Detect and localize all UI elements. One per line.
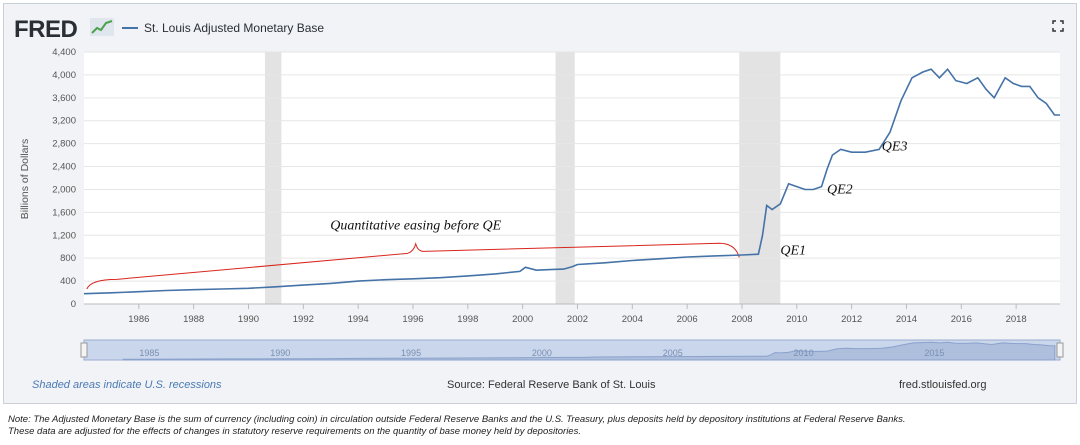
navigator-handle-left[interactable]: [80, 342, 88, 358]
fred-logo[interactable]: FRED: [14, 16, 78, 43]
navigator-label: 2000: [532, 348, 552, 358]
x-tick-label: 2014: [896, 314, 917, 325]
navigator-label: 2015: [924, 348, 944, 358]
recession-band-0: [264, 52, 282, 304]
y-tick-label: 4,400: [52, 47, 76, 58]
annotations: Quantitative easing before QE QE1 QE2 QE3: [330, 140, 907, 259]
footnote-line-1: Note: The Adjusted Monetary Base is the …: [8, 414, 906, 425]
y-tick-label: 2,400: [52, 162, 76, 173]
footnote: Note: The Adjusted Monetary Base is the …: [8, 414, 1074, 438]
y-tick-label: 800: [60, 253, 76, 264]
legend[interactable]: St. Louis Adjusted Monetary Base: [122, 21, 324, 35]
range-navigator[interactable]: 1985 1990 1995 2000 2005 2010 2015: [80, 339, 1064, 361]
chart-frame: FRED St. Louis Adjusted Monetary Base 0 4…: [3, 3, 1077, 404]
series-line-monetary-base[interactable]: [83, 67, 1060, 295]
y-tick-label: 2,000: [52, 184, 76, 195]
annotation-3: QE3: [882, 140, 908, 155]
y-axis: 0 400 800 1,200 1,600 2,000 2,400 2,800 3,200 3,6…: [52, 47, 76, 310]
x-tick-label: 2004: [622, 314, 643, 325]
x-tick-label: 2008: [731, 314, 752, 325]
annotation-bracket: [86, 241, 740, 290]
x-tick-label: 1986: [128, 314, 149, 325]
annotation-2: QE2: [827, 182, 853, 197]
navigator-label: 2005: [663, 348, 683, 358]
grid-lines: [84, 51, 1060, 305]
y-tick-label: 4,000: [52, 70, 76, 81]
x-tick-label: 2002: [567, 314, 588, 325]
y-tick-label: 2,800: [52, 139, 76, 150]
y-axis-label: Billions of Dollars: [19, 139, 31, 220]
chart-header: FRED St. Louis Adjusted Monetary Base: [4, 4, 1076, 48]
y-tick-label: 400: [60, 276, 76, 287]
fred-chart-icon: [90, 18, 114, 36]
navigator-area: [122, 341, 1056, 361]
recession-note: Shaded areas indicate U.S. recessions: [32, 379, 222, 391]
x-tick-label: 2018: [1006, 314, 1027, 325]
y-tick-label: 1,600: [52, 207, 76, 218]
legend-swatch: [122, 27, 138, 29]
navigator-handle-right[interactable]: [1056, 342, 1064, 358]
y-tick-label: 0: [71, 299, 76, 310]
navigator-label: 2010: [794, 348, 814, 358]
annotation-0: Quantitative easing before QE: [330, 219, 501, 234]
x-tick-label: 1990: [238, 314, 259, 325]
footnote-line-2: These data are adjusted for the effects …: [8, 426, 581, 437]
y-tick-label: 3,600: [52, 93, 76, 104]
annotation-1: QE1: [780, 244, 806, 259]
x-tick-label: 1996: [402, 314, 423, 325]
source-text: Source: Federal Reserve Bank of St. Loui…: [447, 379, 656, 391]
fullscreen-icon[interactable]: [1052, 20, 1064, 32]
x-tick-label: 2012: [841, 314, 862, 325]
navigator-label: 1995: [401, 348, 421, 358]
recession-band-1: [555, 52, 575, 304]
y-tick-label: 3,200: [52, 116, 76, 127]
x-tick-label: 1998: [457, 314, 478, 325]
x-tick-label: 2000: [512, 314, 533, 325]
bracket-path: [86, 241, 740, 290]
navigator-label: 1985: [139, 348, 159, 358]
x-tick-label: 2016: [951, 314, 972, 325]
x-tick-label: 1992: [293, 314, 314, 325]
navigator-label: 1990: [270, 348, 290, 358]
y-tick-label: 1,200: [52, 230, 76, 241]
x-tick-label: 1988: [183, 314, 204, 325]
recession-band-2: [739, 52, 781, 304]
x-tick-label: 2006: [677, 314, 698, 325]
x-axis: 1986 1988 1990 1992 1994 1996 1998 2000 2002 2004…: [128, 304, 1027, 325]
recession-bands: [264, 52, 781, 304]
site-link[interactable]: fred.stlouisfed.org: [899, 379, 987, 391]
legend-label: St. Louis Adjusted Monetary Base: [144, 21, 325, 35]
x-tick-label: 2010: [786, 314, 807, 325]
x-tick-label: 1994: [348, 314, 369, 325]
chart-plot[interactable]: 0 400 800 1,200 1,600 2,000 2,400 2,800 3,200 3,6…: [4, 4, 1078, 405]
